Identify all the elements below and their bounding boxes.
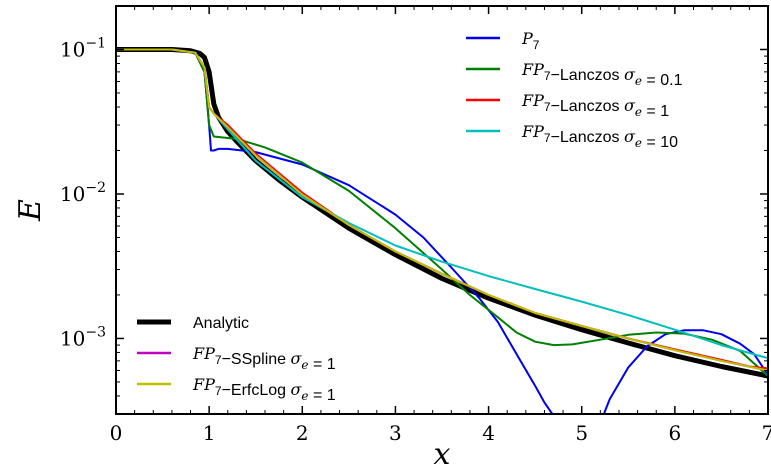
legend-label-analytic: Analytic (193, 315, 249, 332)
x-tick-label: 0 (110, 421, 123, 445)
x-tick-label: 5 (575, 421, 588, 445)
legend-label-lanczos1: FP7−Lanczos σe = 1 (521, 91, 669, 120)
legend-label-erfclog: FP7−ErfcLog σe = 1 (192, 375, 336, 404)
y-tick-label: 10−1 (60, 35, 106, 61)
x-tick-label: 2 (296, 421, 309, 445)
plot-frame (115, 5, 769, 415)
x-axis-label: x (434, 437, 451, 472)
x-tick-label: 6 (668, 421, 681, 445)
ticks-layer: 0 1 2 3 4 5 6 7 10−1 10−2 10−3 (60, 5, 771, 445)
legend-label-lanczos01: FP7−Lanczos σe = 0.1 (521, 60, 683, 89)
legend-label-p7: P7 (521, 29, 540, 52)
legend-label-lanczos10: FP7−Lanczos σe = 10 (521, 122, 678, 151)
series-line-lanczos01 (116, 48, 768, 377)
legend-label-sspline: FP7−SSpline σe = 1 (192, 344, 336, 373)
y-axis-label: E (13, 199, 48, 222)
x-tick-label: 1 (203, 421, 216, 445)
series-layer (116, 47, 768, 414)
x-tick-label: 4 (482, 421, 495, 445)
series-line-erfclog (116, 48, 768, 372)
x-tick-label: 3 (389, 421, 402, 445)
y-tick-label: 10−2 (60, 180, 106, 206)
y-tick-label: 10−3 (60, 324, 106, 350)
x-tick-label: 7 (762, 421, 771, 445)
